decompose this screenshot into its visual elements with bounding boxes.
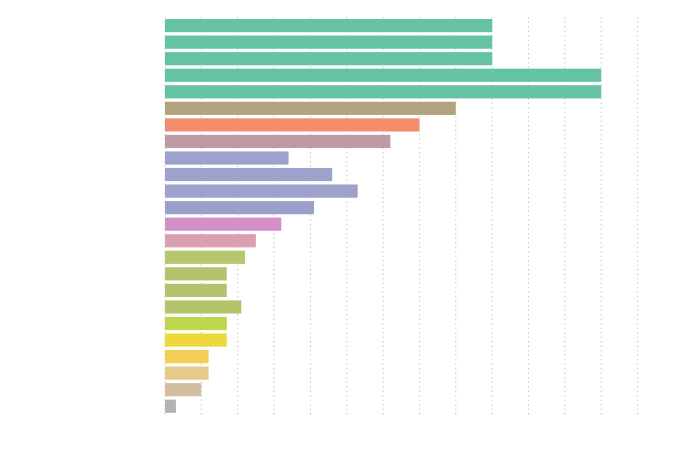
bar [165,234,256,248]
bar [165,350,209,364]
bar [165,267,227,281]
bar [165,184,358,198]
bar [165,85,602,99]
bars [165,19,602,413]
bar [165,201,315,215]
bar [165,35,493,49]
bar [165,134,391,149]
bar [165,333,227,347]
bar [165,283,227,297]
bar [165,68,602,82]
bar [165,52,493,66]
bar [165,118,420,132]
bar [165,250,245,264]
bar [165,316,227,331]
bar [165,167,333,182]
bar [165,217,282,231]
bar [165,366,209,380]
bar [165,101,456,115]
bar [165,399,176,413]
bar [165,19,493,33]
bar [165,300,242,314]
bar [165,151,289,165]
gridlines [164,17,639,416]
bar [165,383,202,397]
